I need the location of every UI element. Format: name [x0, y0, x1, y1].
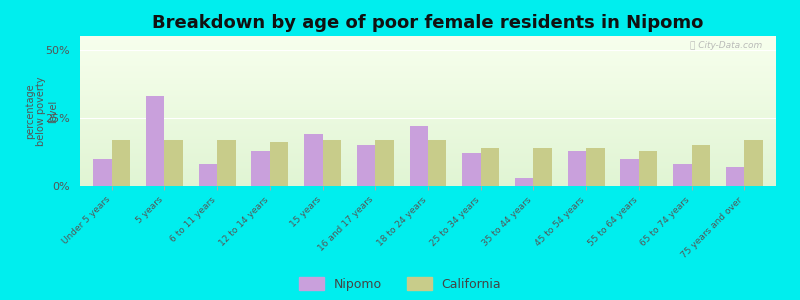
Bar — [568, 151, 586, 186]
Text: ⓘ City-Data.com: ⓘ City-Data.com — [690, 40, 762, 50]
Bar — [112, 140, 130, 186]
Bar — [515, 178, 534, 186]
Bar — [198, 164, 217, 186]
Legend: Nipomo, California: Nipomo, California — [298, 277, 502, 291]
Bar — [621, 159, 639, 186]
Bar — [639, 151, 658, 186]
Bar — [462, 153, 481, 186]
Y-axis label: percentage
below poverty
level: percentage below poverty level — [25, 76, 58, 146]
Bar — [304, 134, 322, 186]
Bar — [744, 140, 763, 186]
Bar — [322, 140, 341, 186]
Bar — [251, 151, 270, 186]
Bar — [357, 145, 375, 186]
Bar — [270, 142, 288, 186]
Bar — [93, 159, 112, 186]
Bar — [428, 140, 446, 186]
Bar — [586, 148, 605, 186]
Bar — [146, 96, 164, 186]
Title: Breakdown by age of poor female residents in Nipomo: Breakdown by age of poor female resident… — [152, 14, 704, 32]
Bar — [375, 140, 394, 186]
Bar — [726, 167, 744, 186]
Bar — [692, 145, 710, 186]
Bar — [410, 126, 428, 186]
Bar — [164, 140, 183, 186]
Bar — [217, 140, 235, 186]
Bar — [673, 164, 692, 186]
Bar — [534, 148, 552, 186]
Bar — [481, 148, 499, 186]
